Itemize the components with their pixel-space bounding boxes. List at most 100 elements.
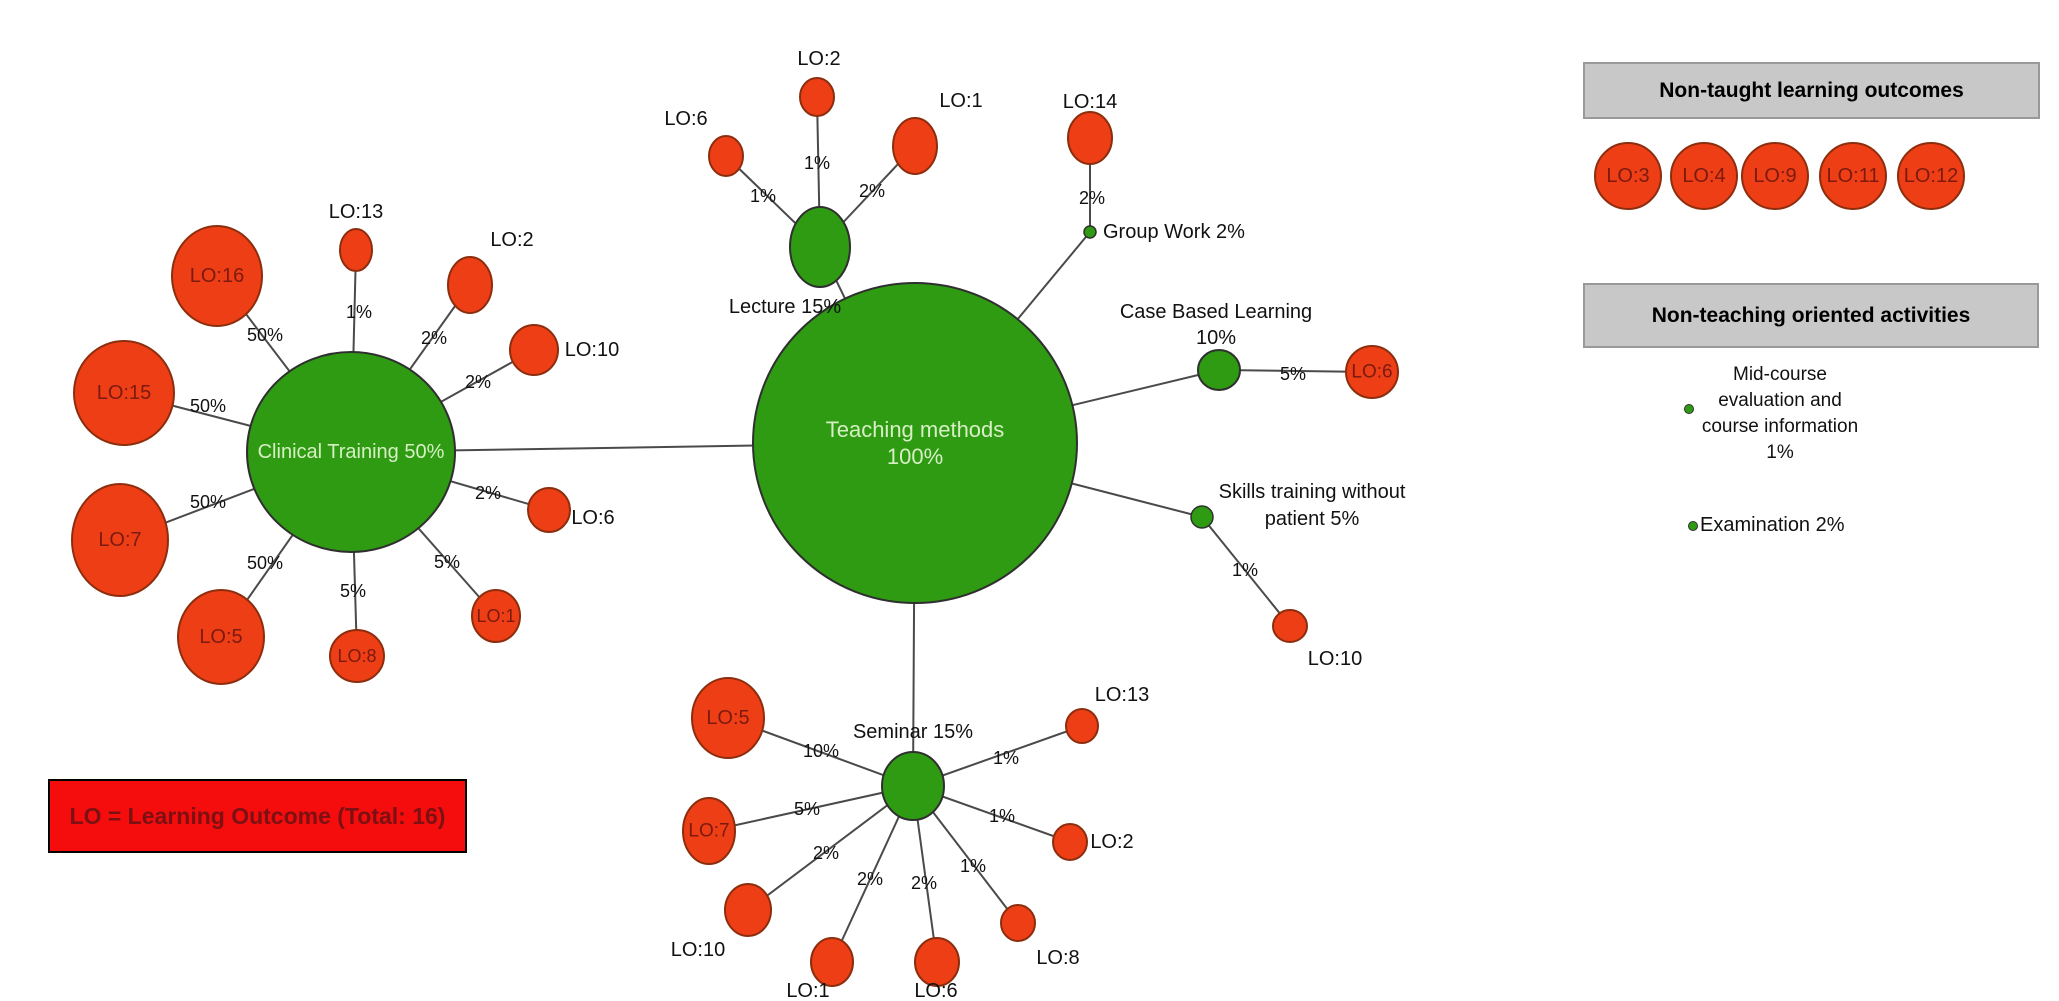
sem-lo2-ext-label: LO:2: [1090, 831, 1133, 853]
sem-lo10-ext-label: LO:10: [671, 939, 725, 961]
edge-label-ct-ct-lo13: 1%: [346, 302, 372, 322]
edge-label-seminar-sem-lo2: 1%: [989, 806, 1015, 826]
edge-label-seminar-sem-lo10: 2%: [813, 843, 839, 863]
sem-lo1-node: [810, 937, 854, 987]
edge-label-ct-ct-lo8: 5%: [340, 581, 366, 601]
edge-label-gw-gw-lo14: 2%: [1079, 188, 1105, 208]
cbl-lo6-node: [1345, 345, 1399, 399]
edge-label-ct-ct-lo15: 50%: [190, 396, 226, 416]
edge-label-ct-ct-lo6: 2%: [475, 483, 501, 503]
lec-lo1-ext-label: LO:1: [939, 90, 982, 112]
ct-lo7-node: [71, 483, 169, 597]
non-taught-circle-lo4: LO:4: [1670, 142, 1738, 210]
lec-lo2-node: [799, 77, 835, 117]
ct-lo13-ext-label: LO:13: [329, 201, 383, 223]
lec-lo6-ext-label: LO:6: [664, 108, 707, 130]
midcourse-evaluation-item: Mid-course evaluation and course informa…: [1680, 362, 1880, 466]
edge-label-lecture-lec-lo1: 2%: [859, 181, 885, 201]
ct-lo1-label: LO:1: [476, 606, 515, 626]
ct-lo15-node: [73, 340, 175, 446]
sem-lo6-ext-label: LO:6: [914, 980, 957, 1001]
skills-node: [1190, 505, 1214, 529]
gw-lo14-node: [1067, 111, 1113, 165]
edge-label-seminar-sem-lo8: 1%: [960, 856, 986, 876]
ct-lo16-node: [171, 225, 263, 327]
sem-lo6-node: [914, 937, 960, 987]
edge-label-cbl-cbl-lo6: 5%: [1280, 364, 1306, 384]
examination-item: Examination 2%: [1700, 514, 1845, 536]
edge-label-seminar-sem-lo1: 2%: [857, 869, 883, 889]
ct-lo15-label: LO:15: [97, 382, 151, 404]
cbl-ext-label: Case Based Learning: [1120, 301, 1312, 323]
ct-lo10-ext-label: LO:10: [565, 339, 619, 361]
cbl-node: [1197, 349, 1241, 391]
tm-label: 100%: [887, 444, 943, 469]
sem-lo2-node: [1052, 823, 1088, 861]
sk-lo10-ext-label: LO:10: [1308, 648, 1362, 670]
sem-lo7-node: [682, 797, 736, 865]
ct-lo5-node: [177, 589, 265, 685]
gw-node: [1083, 225, 1097, 239]
non-taught-circle-lo9: LO:9: [1741, 142, 1809, 210]
edge-label-seminar-sem-lo7: 5%: [794, 799, 820, 819]
edge-seminar-sem-lo7: [708, 785, 914, 832]
edge-seminar-sem-lo10: [747, 785, 914, 911]
ct-label: Clinical Training 50%: [258, 441, 445, 463]
ct-lo16-label: LO:16: [190, 265, 244, 287]
lec-lo1-node: [892, 117, 938, 175]
non-teaching-activities-header: Non-teaching oriented activities: [1583, 283, 2039, 348]
cbl-ext-label: 10%: [1196, 327, 1236, 349]
cbl-lo6-label: LO:6: [1351, 362, 1392, 383]
midcourse-line-4: 1%: [1766, 442, 1794, 463]
midcourse-dot-icon: [1684, 404, 1694, 414]
ct-lo13-node: [339, 228, 373, 272]
ct-lo8-node: [329, 629, 385, 683]
skills-ext-label: Skills training without: [1219, 481, 1406, 503]
lecture-ext-label: Lecture 15%: [729, 296, 842, 318]
ct-lo8-label: LO:8: [337, 646, 376, 666]
lec-lo6-node: [708, 135, 744, 177]
sem-lo5-label: LO:5: [706, 707, 749, 729]
ct-lo2-ext-label: LO:2: [490, 229, 533, 251]
non-taught-circle-lo12: LO:12: [1897, 142, 1965, 210]
seminar-ext-label: Seminar 15%: [853, 721, 973, 743]
edge-label-skills-sk-lo10: 1%: [1232, 560, 1258, 580]
edge-label-ct-ct-lo5: 50%: [247, 553, 283, 573]
ct-lo6-ext-label: LO:6: [571, 507, 614, 529]
tm-label: Teaching methods: [826, 417, 1005, 442]
ct-lo2-node: [447, 256, 493, 314]
sem-lo13-node: [1065, 708, 1099, 744]
edge-label-seminar-sem-lo6: 2%: [911, 873, 937, 893]
sem-lo1-ext-label: LO:1: [786, 980, 829, 1001]
midcourse-line-3: course information: [1701, 416, 1859, 437]
midcourse-line-1: Mid-course: [1733, 364, 1827, 385]
ct-lo10-node: [509, 324, 559, 376]
ct-lo1-node: [471, 589, 521, 643]
edge-label-seminar-sem-lo5: 10%: [803, 741, 839, 761]
lecture-node: [789, 206, 851, 288]
sem-lo8-ext-label: LO:8: [1036, 947, 1079, 969]
edge-label-ct-ct-lo2: 2%: [421, 328, 447, 348]
ct-lo6-node: [527, 487, 571, 533]
edge-skills-sk-lo10: [1201, 516, 1291, 627]
sem-lo10-node: [724, 883, 772, 937]
non-taught-circle-lo11: LO:11: [1819, 142, 1887, 210]
gw-ext-label: Group Work 2%: [1103, 221, 1245, 243]
edge-label-lecture-lec-lo6: 1%: [750, 186, 776, 206]
lec-lo2-ext-label: LO:2: [797, 48, 840, 70]
ct-lo7-label: LO:7: [98, 529, 141, 551]
skills-ext-label: patient 5%: [1265, 508, 1360, 530]
sem-lo8-node: [1000, 904, 1036, 942]
edge-label-ct-ct-lo1: 5%: [434, 552, 460, 572]
edge-label-lecture-lec-lo2: 1%: [804, 153, 830, 173]
ct-node: [246, 351, 456, 553]
sem-lo5-node: [691, 677, 765, 759]
sk-lo10-node: [1272, 609, 1308, 643]
legend-note: LO = Learning Outcome (Total: 16): [48, 779, 467, 853]
non-taught-circle-lo3: LO:3: [1594, 142, 1662, 210]
edge-label-ct-ct-lo7: 50%: [190, 492, 226, 512]
sem-lo7-label: LO:7: [688, 821, 729, 842]
ct-lo5-label: LO:5: [199, 626, 242, 648]
